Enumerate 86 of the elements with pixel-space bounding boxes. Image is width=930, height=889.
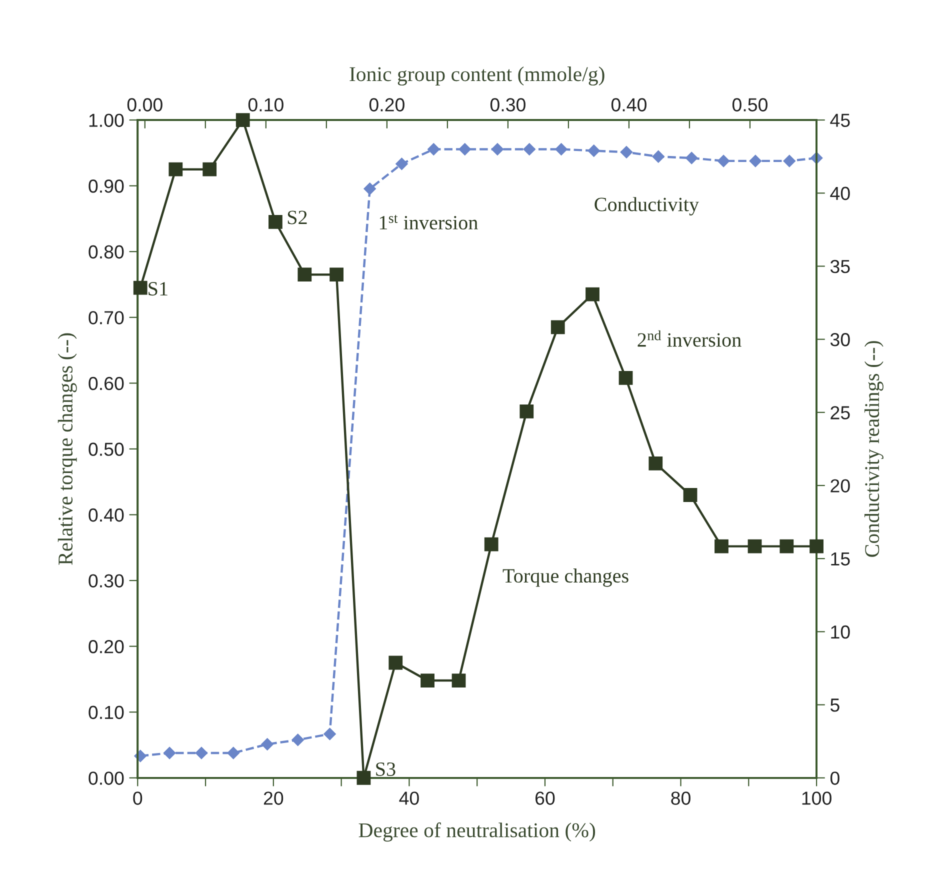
y2-tick-label: 30	[830, 333, 850, 346]
point	[227, 746, 240, 760]
point	[810, 539, 824, 554]
series-label: Conductivity	[594, 197, 699, 216]
x-tick-label: 20	[264, 792, 284, 805]
x-tick-label: 40	[399, 792, 419, 805]
x2-tick-label: 0.00	[127, 98, 162, 112]
x2-tick-label: 0.20	[369, 98, 404, 112]
point	[396, 158, 408, 170]
y-tick-label: 0.50	[88, 442, 124, 456]
point	[717, 154, 730, 168]
point	[330, 268, 344, 282]
point	[620, 146, 633, 158]
point	[324, 728, 336, 740]
point	[261, 738, 274, 750]
y-tick-label: 0.10	[88, 706, 124, 720]
point	[202, 162, 217, 176]
y-tick-label: 0.90	[88, 180, 124, 193]
y-tick-label: 0.80	[88, 245, 124, 259]
annotation: 2$^{nd}$ inversion	[638, 330, 742, 347]
y-tick-label: 0.00	[88, 772, 124, 785]
annotation: S1	[148, 282, 168, 296]
point	[364, 182, 376, 195]
point	[780, 539, 794, 554]
y2-tick-label: 35	[830, 260, 850, 274]
y-tick-label: 0.60	[88, 376, 124, 390]
point	[356, 770, 371, 785]
point	[748, 539, 762, 554]
point	[420, 674, 434, 688]
point	[550, 320, 565, 334]
annotation: S2	[288, 210, 307, 224]
x2-tick-label: 0.30	[490, 98, 526, 112]
x-tick-label: 60	[536, 792, 555, 805]
y-tick-label: 0.70	[88, 311, 124, 324]
point	[195, 746, 208, 760]
y2-tick-label: 15	[831, 552, 850, 566]
series-label: Torque changes	[502, 568, 628, 587]
point	[484, 537, 498, 552]
annotation: 1$^{st}$ inversion	[380, 214, 478, 230]
y2-tick-label: 10	[831, 625, 850, 639]
point	[588, 144, 600, 157]
point	[520, 404, 534, 418]
point	[648, 456, 663, 470]
point	[652, 150, 664, 163]
point	[298, 268, 312, 282]
x2-tick-label: 0.10	[248, 98, 284, 112]
point	[388, 656, 403, 670]
point	[586, 287, 600, 302]
point	[555, 143, 568, 156]
y-tick-label: 0.30	[88, 574, 124, 588]
y-tick-label: 0.20	[88, 640, 124, 654]
y2-tick-label: 45	[830, 114, 850, 127]
point	[683, 488, 698, 502]
point	[491, 143, 504, 156]
y2-tick-label: 5	[830, 698, 840, 712]
y2-tick-label: 20	[830, 479, 850, 492]
point	[168, 162, 183, 176]
x-tick-label: 80	[671, 792, 690, 805]
x2-tick-label: 0.50	[732, 98, 768, 112]
y-axis-title: Relative torque changes (--)	[58, 333, 77, 565]
annotation: S3	[376, 762, 396, 776]
point	[163, 746, 176, 760]
point	[458, 143, 471, 156]
point	[268, 215, 282, 229]
y2-tick-label: 0	[830, 772, 840, 785]
y2-axis-title: Conductivity readings (--)	[864, 341, 884, 557]
y-tick-label: 1.00	[89, 114, 124, 127]
point	[236, 113, 250, 127]
x2-axis-title: Ionic group content (mmole/g)	[350, 66, 604, 86]
point	[749, 154, 762, 168]
point	[428, 143, 440, 156]
x-axis-title: Degree of neutralisation (%)	[358, 822, 596, 842]
point	[783, 154, 796, 168]
point	[714, 539, 728, 554]
point	[618, 370, 633, 385]
point	[523, 143, 536, 156]
point	[686, 152, 698, 164]
x2-tick-label: 0.40	[611, 98, 646, 112]
y2-tick-label: 40	[830, 186, 850, 200]
y-tick-label: 0.40	[88, 508, 124, 522]
x-tick-label: 100	[802, 792, 832, 805]
x-tick-label: 0	[133, 792, 142, 805]
point	[452, 674, 466, 688]
y2-tick-label: 25	[830, 406, 850, 420]
point	[292, 734, 304, 746]
point	[133, 280, 148, 295]
